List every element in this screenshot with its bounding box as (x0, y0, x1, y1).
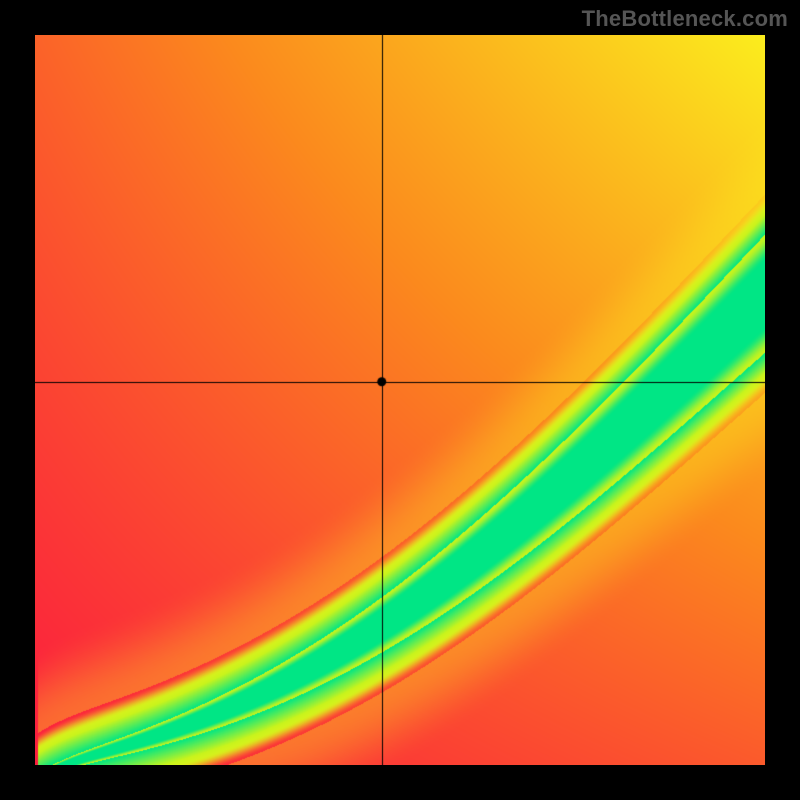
figure-frame: TheBottleneck.com (0, 0, 800, 800)
heatmap-canvas (35, 35, 765, 765)
watermark-text: TheBottleneck.com (582, 6, 788, 32)
